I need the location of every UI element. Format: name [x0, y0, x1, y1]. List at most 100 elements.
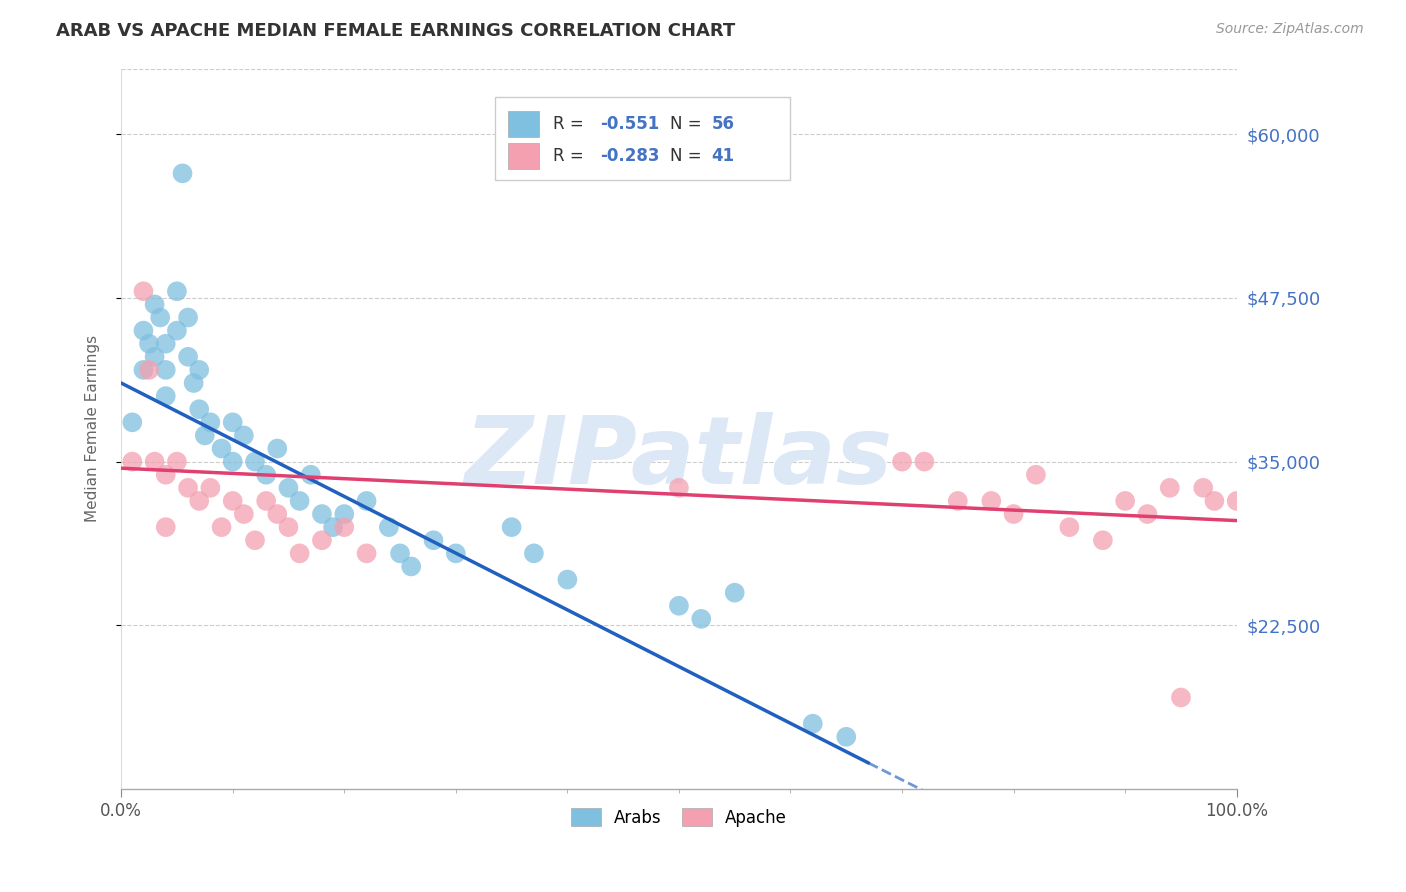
Point [211, 442, 233, 456]
Point [132, 363, 155, 377]
Point [132, 324, 155, 338]
Point [835, 730, 858, 744]
Point [501, 520, 523, 534]
Point [138, 336, 160, 351]
Point [311, 507, 333, 521]
Point [1226, 494, 1249, 508]
Text: N =: N = [671, 147, 707, 165]
Point [221, 455, 243, 469]
Point [143, 297, 166, 311]
Point [1002, 507, 1025, 521]
Point [172, 166, 194, 180]
Point [1192, 481, 1215, 495]
Text: R =: R = [553, 115, 589, 133]
FancyBboxPatch shape [495, 97, 790, 180]
Point [389, 546, 412, 560]
Point [177, 350, 200, 364]
Point [155, 336, 177, 351]
Point [523, 546, 546, 560]
Point [1136, 507, 1159, 521]
Point [188, 363, 211, 377]
Point [322, 520, 344, 534]
Point [200, 481, 222, 495]
Point [1091, 533, 1114, 548]
Text: R =: R = [553, 147, 589, 165]
Point [155, 520, 177, 534]
Point [211, 520, 233, 534]
Text: 41: 41 [711, 147, 734, 165]
Point [1114, 494, 1136, 508]
Point [188, 402, 211, 417]
Text: N =: N = [671, 115, 707, 133]
Point [143, 350, 166, 364]
Point [188, 494, 211, 508]
Point [1025, 467, 1047, 482]
Point [121, 415, 143, 429]
Point [557, 573, 579, 587]
Point [149, 310, 172, 325]
Point [166, 324, 188, 338]
Text: Source: ZipAtlas.com: Source: ZipAtlas.com [1216, 22, 1364, 37]
Point [356, 494, 378, 508]
Point [1159, 481, 1181, 495]
Point [946, 494, 969, 508]
Point [121, 455, 143, 469]
Point [200, 415, 222, 429]
Point [1170, 690, 1192, 705]
Point [444, 546, 467, 560]
Point [299, 467, 322, 482]
Point [132, 285, 155, 299]
Point [243, 533, 266, 548]
Point [277, 520, 299, 534]
Point [668, 599, 690, 613]
Point [155, 467, 177, 482]
Point [288, 494, 311, 508]
Point [266, 507, 288, 521]
Point [166, 455, 188, 469]
Point [266, 442, 288, 456]
FancyBboxPatch shape [508, 144, 540, 169]
Point [980, 494, 1002, 508]
Point [356, 546, 378, 560]
Text: ARAB VS APACHE MEDIAN FEMALE EARNINGS CORRELATION CHART: ARAB VS APACHE MEDIAN FEMALE EARNINGS CO… [56, 22, 735, 40]
Point [1204, 494, 1226, 508]
Point [221, 415, 243, 429]
FancyBboxPatch shape [508, 111, 540, 137]
Point [277, 481, 299, 495]
Point [690, 612, 713, 626]
Point [194, 428, 217, 442]
Point [221, 494, 243, 508]
Point [166, 285, 188, 299]
Point [138, 363, 160, 377]
Point [399, 559, 422, 574]
Point [254, 467, 277, 482]
Text: ZIPatlas: ZIPatlas [465, 412, 893, 504]
Point [183, 376, 205, 390]
Text: -0.551: -0.551 [600, 115, 659, 133]
Point [422, 533, 444, 548]
Point [333, 520, 356, 534]
Y-axis label: Median Female Earnings: Median Female Earnings [86, 335, 100, 523]
Point [288, 546, 311, 560]
Point [232, 507, 254, 521]
Legend: Arabs, Apache: Arabs, Apache [562, 800, 796, 835]
Point [143, 455, 166, 469]
Point [891, 455, 914, 469]
Point [177, 481, 200, 495]
Point [311, 533, 333, 548]
Point [801, 716, 824, 731]
Text: 56: 56 [711, 115, 734, 133]
Point [1059, 520, 1081, 534]
Point [243, 455, 266, 469]
Point [724, 585, 747, 599]
Point [333, 507, 356, 521]
Point [232, 428, 254, 442]
Point [912, 455, 935, 469]
Point [155, 363, 177, 377]
Point [668, 481, 690, 495]
Text: -0.283: -0.283 [600, 147, 659, 165]
Point [378, 520, 401, 534]
Point [155, 389, 177, 403]
Point [177, 310, 200, 325]
Point [254, 494, 277, 508]
